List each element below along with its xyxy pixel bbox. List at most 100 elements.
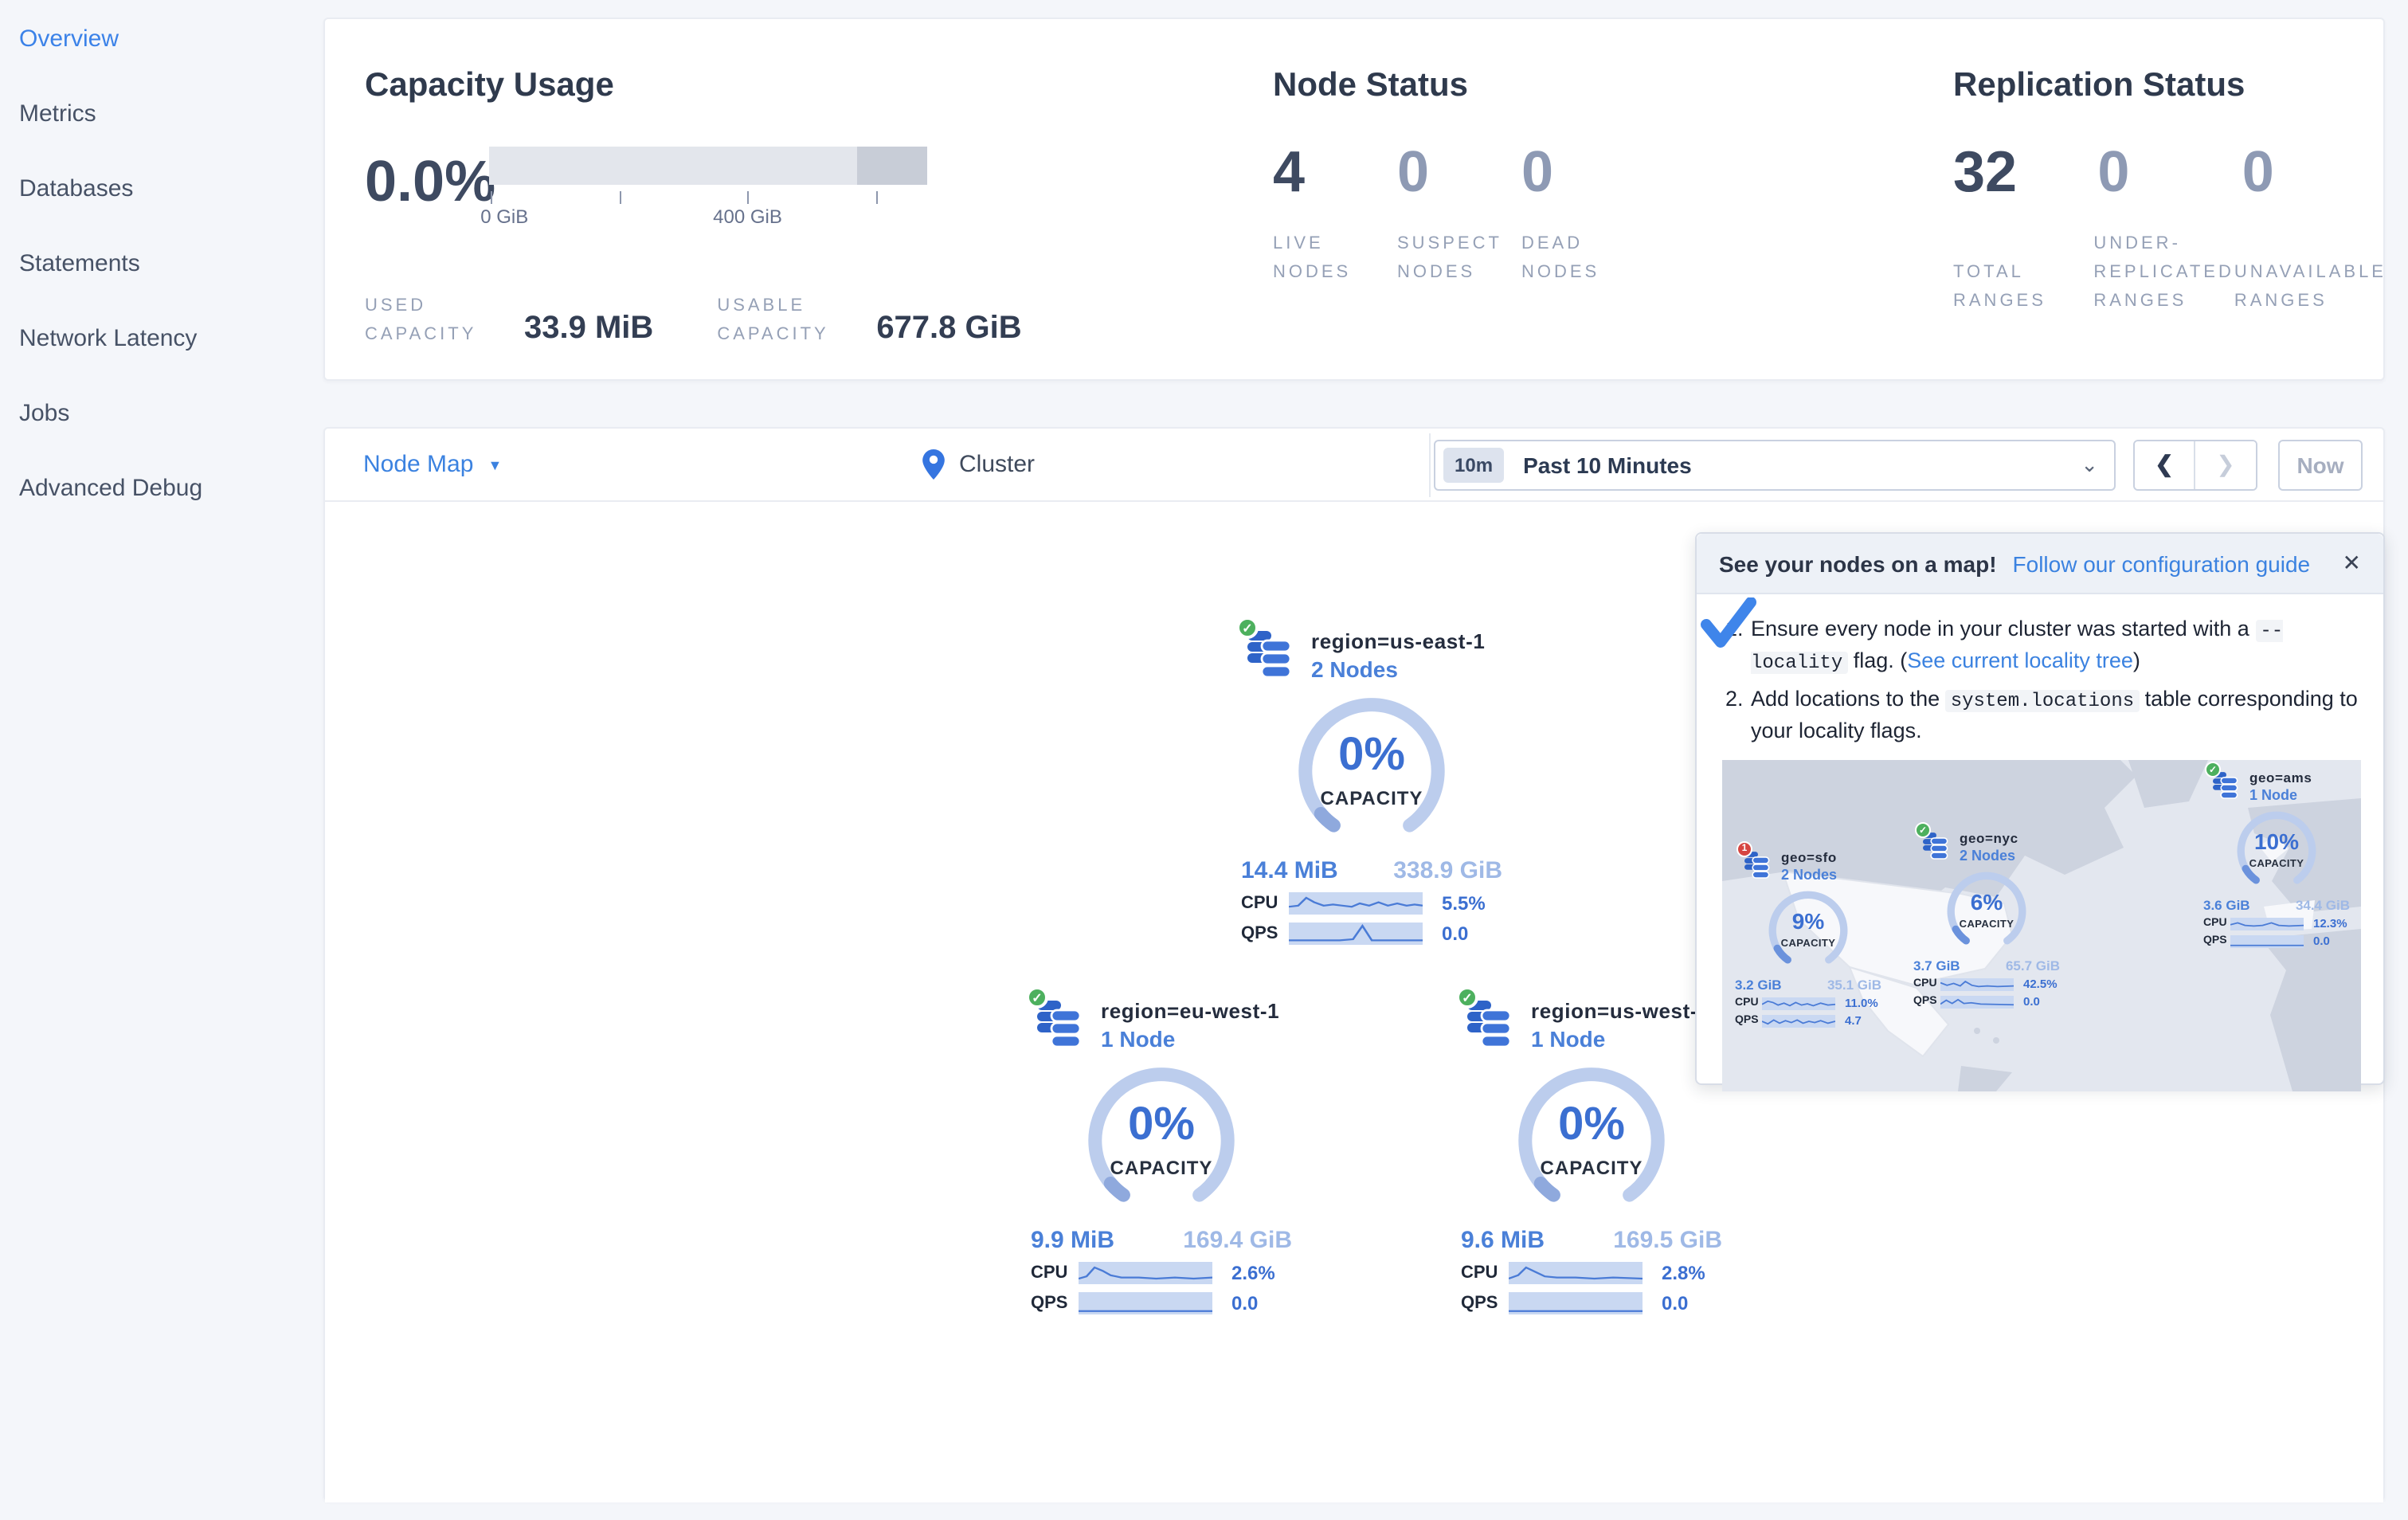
nodes-icon: ✓: [1456, 986, 1515, 1048]
capacity-gauge: [1768, 891, 1848, 964]
live-nodes-count: 4: [1273, 139, 1306, 204]
callout-header: See your nodes on a map! Follow our conf…: [1697, 534, 2383, 594]
dead-nodes-label: DEAD NODES: [1521, 234, 1600, 283]
qps-label: QPS: [1031, 1294, 1068, 1313]
qps-sparkline: [1509, 1292, 1643, 1314]
qps-label: QPS: [1461, 1294, 1498, 1313]
locality-nodes-link: 2 Nodes: [1781, 867, 1838, 883]
capacity-bar-track: [489, 147, 927, 185]
used-capacity-metric: USED CAPACITY 33.9 MiB: [365, 293, 653, 349]
cpu-value: 11.0%: [1845, 996, 1878, 1010]
map-pin-icon: [922, 449, 945, 480]
cpu-sparkline: [1509, 1262, 1643, 1284]
usable-capacity-label: USABLE CAPACITY: [717, 296, 829, 344]
suspect-nodes-count: 0: [1397, 139, 1430, 204]
view-selector-dropdown[interactable]: Node Map ▼: [363, 451, 502, 478]
axis-tick-label: 0 GiB: [480, 206, 529, 228]
sidebar-item-advanced-debug[interactable]: Advanced Debug: [19, 475, 203, 502]
under-replicated-label: UNDER-REPLICATED RANGES: [2093, 234, 2234, 311]
sidebar: Overview Metrics Databases Statements Ne…: [0, 0, 323, 1520]
time-range-chip: 10m: [1443, 447, 1505, 482]
usable-capacity-metric: USABLE CAPACITY 677.8 GiB: [717, 293, 1021, 349]
breadcrumb[interactable]: Cluster: [922, 449, 1035, 480]
sidebar-item-statements[interactable]: Statements: [19, 250, 140, 277]
locality-label: geo=ams: [2249, 770, 2312, 785]
cpu-sparkline: [1940, 977, 2014, 990]
time-step-buttons: ❮ ❯: [2133, 439, 2257, 490]
capacity-usage-section: Capacity Usage 0.0% 0 GiB 400 GiB USED C…: [365, 19, 1289, 379]
capacity-gauge-label: CAPACITY: [1780, 938, 1836, 950]
locality-nodes-link: 1 Node: [2249, 787, 2298, 803]
time-range-dropdown[interactable]: 10m Past 10 Minutes ⌄: [1434, 439, 2116, 490]
region-label: region=us-east-1: [1311, 629, 1486, 653]
capacity-gauge: [1088, 1068, 1235, 1202]
world-map-graphic: [1722, 760, 2361, 1091]
region-nodes-link[interactable]: 1 Node: [1101, 1026, 1176, 1052]
locality-nodes-link: 2 Nodes: [1960, 848, 2016, 864]
node-map-setup-callout: See your nodes on a map! Follow our conf…: [1695, 532, 2385, 1091]
replication-status-section: Replication Status 32 0 0 TOTAL RANGES U…: [1953, 19, 2386, 379]
used-capacity: 3.7 GiB: [1913, 958, 1960, 974]
region-bubble-us-west-1[interactable]: ✓ region=us-west-1 1 Node 0% CAPACITY: [1432, 986, 1751, 1314]
capacity-bar-chart: 0 GiB 400 GiB: [480, 147, 927, 228]
sidebar-item-databases[interactable]: Databases: [19, 175, 134, 202]
region-nodes-link[interactable]: 2 Nodes: [1311, 656, 1398, 682]
used-capacity: 3.2 GiB: [1735, 977, 1782, 993]
cpu-sparkline: [1289, 892, 1423, 915]
time-range-label: Past 10 Minutes: [1523, 452, 1692, 477]
qps-label: QPS: [1913, 996, 1937, 1007]
health-ok-icon: ✓: [2205, 762, 2221, 778]
sidebar-item-overview[interactable]: Overview: [19, 25, 119, 53]
configuration-guide-link[interactable]: Follow our configuration guide: [2012, 550, 2311, 576]
sidebar-item-metrics[interactable]: Metrics: [19, 100, 96, 127]
locality-label: geo=nyc: [1960, 830, 2018, 846]
qps-value: 0.0: [2023, 994, 2040, 1009]
locality-tree-link[interactable]: See current locality tree: [1907, 648, 2133, 673]
cpu-value: 2.6%: [1231, 1262, 1275, 1284]
chevron-down-icon: ▼: [487, 456, 503, 472]
capacity-gauge-percent: 0%: [1338, 730, 1405, 781]
region-bubble-eu-west-1[interactable]: ✓ region=eu-west-1 1 Node 0% CAPACITY: [1002, 986, 1321, 1314]
chevron-down-icon: ⌄: [2081, 452, 2098, 476]
total-capacity: 35.1 GiB: [1827, 977, 1881, 993]
code-chip: system.locations: [1945, 689, 2140, 711]
qps-sparkline: [1762, 1014, 1835, 1027]
health-ok-icon: ✓: [1026, 986, 1048, 1009]
qps-label: QPS: [2203, 935, 2227, 946]
cpu-value: 12.3%: [2313, 916, 2347, 930]
capacity-gauge: [1518, 1068, 1665, 1202]
cpu-label: CPU: [1913, 978, 1937, 989]
cluster-summary-card: Capacity Usage 0.0% 0 GiB 400 GiB USED C…: [323, 18, 2385, 381]
used-capacity: 9.9 MiB: [1031, 1227, 1115, 1254]
nodes-icon: ✓: [1915, 822, 1950, 860]
callout-body: 1. Ensure every node in your cluster was…: [1697, 594, 2383, 747]
time-prev-button[interactable]: ❮: [2135, 441, 2195, 488]
qps-label: QPS: [1735, 1015, 1759, 1026]
close-icon[interactable]: ✕: [2342, 550, 2361, 575]
health-error-badge: 1: [1737, 841, 1752, 857]
now-button[interactable]: Now: [2278, 439, 2363, 490]
axis-tick: [747, 191, 750, 204]
nodes-icon: ✓: [2205, 762, 2240, 800]
sidebar-item-network-latency[interactable]: Network Latency: [19, 325, 198, 352]
time-next-button[interactable]: ❯: [2195, 441, 2256, 488]
dead-nodes-count: 0: [1521, 139, 1554, 204]
cpu-label: CPU: [2203, 918, 2227, 929]
big-check-icon: [1701, 597, 1756, 648]
sidebar-item-jobs[interactable]: Jobs: [19, 400, 70, 427]
qps-sparkline: [2230, 934, 2304, 947]
total-capacity: 65.7 GiB: [2005, 958, 2060, 974]
region-bubble-us-east-1[interactable]: ✓ region=us-east-1 2 Nodes 0% CAPACITY: [1212, 617, 1531, 945]
health-ok-icon: ✓: [1236, 617, 1259, 639]
capacity-usage-title: Capacity Usage: [365, 67, 614, 104]
locality-label: geo=sfo: [1781, 849, 1837, 865]
toolbar-divider: [1429, 433, 1431, 497]
health-ok-icon: ✓: [1456, 986, 1478, 1009]
step-text: table corresponding to your locality fla…: [1751, 686, 2358, 742]
capacity-gauge-label: CAPACITY: [1110, 1157, 1213, 1179]
capacity-gauge-percent: 9%: [1791, 908, 1825, 934]
region-nodes-link[interactable]: 1 Node: [1531, 1026, 1606, 1052]
qps-sparkline: [1079, 1292, 1212, 1314]
setup-step-1: 1. Ensure every node in your cluster was…: [1725, 613, 2358, 678]
qps-sparkline: [1289, 923, 1423, 945]
